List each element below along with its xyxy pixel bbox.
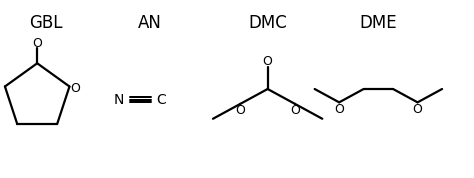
Text: GBL: GBL — [29, 14, 63, 32]
Text: N: N — [114, 93, 124, 106]
Text: DME: DME — [360, 14, 397, 32]
Text: O: O — [70, 82, 80, 95]
Text: AN: AN — [138, 14, 162, 32]
Text: DMC: DMC — [248, 14, 287, 32]
Text: O: O — [263, 55, 273, 68]
Text: O: O — [413, 103, 422, 116]
Text: C: C — [157, 93, 166, 106]
Text: O: O — [32, 37, 42, 50]
Text: O: O — [334, 103, 344, 116]
Text: O: O — [290, 104, 300, 117]
Text: O: O — [236, 104, 245, 117]
